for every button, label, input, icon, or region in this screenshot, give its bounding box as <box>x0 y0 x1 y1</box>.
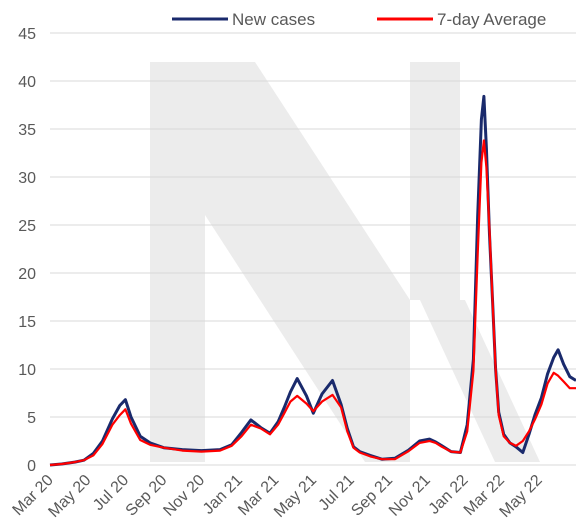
series-lines <box>49 94 576 467</box>
y-tick-label: 20 <box>18 266 36 283</box>
y-tick-label: 35 <box>18 122 36 139</box>
legend-label-1: 7-day Average <box>437 10 546 29</box>
x-tick-label: Sep 21 <box>348 472 396 520</box>
y-tick-label: 40 <box>18 74 36 91</box>
x-tick-label: May 22 <box>497 472 546 521</box>
y-tick-label: 30 <box>18 170 36 187</box>
series-line-1 <box>49 139 576 467</box>
legend: New cases 7-day Average <box>172 10 546 29</box>
watermark-logo <box>150 62 540 462</box>
y-tick-label: 5 <box>27 410 36 427</box>
y-tick-label: 15 <box>18 314 36 331</box>
x-tick-label: Sep 20 <box>123 472 171 520</box>
x-tick-label: Nov 21 <box>386 472 434 520</box>
x-tick-label: Nov 20 <box>160 472 208 520</box>
x-tick-label: May 21 <box>271 472 320 521</box>
x-tick-label: May 20 <box>45 472 94 521</box>
y-tick-label: 0 <box>27 458 36 475</box>
y-axis: 0 5 10 15 20 25 30 35 40 45 <box>18 26 36 475</box>
y-tick-label: 10 <box>18 362 36 379</box>
legend-label-0: New cases <box>232 10 315 29</box>
y-tick-label: 25 <box>18 218 36 235</box>
y-tick-label: 45 <box>18 26 36 43</box>
